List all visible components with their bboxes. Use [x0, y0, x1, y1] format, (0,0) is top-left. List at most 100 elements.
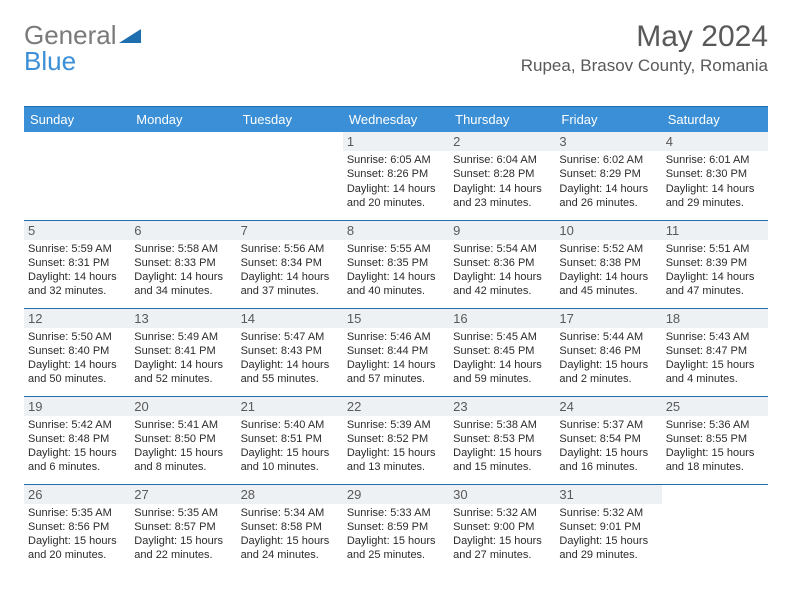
calendar-day-cell: 30 Sunrise: 5:32 AMSunset: 9:00 PMDayligh…	[449, 484, 555, 572]
day-details: Sunrise: 5:55 AMSunset: 8:35 PMDaylight:…	[347, 242, 445, 299]
day-number: 10	[555, 221, 661, 240]
calendar-day-cell: 7 Sunrise: 5:56 AMSunset: 8:34 PMDaylight…	[237, 220, 343, 308]
calendar-day-cell: 22Sunrise: 5:39 AMSunset: 8:52 PMDayligh…	[343, 396, 449, 484]
calendar-week-row: 19Sunrise: 5:42 AMSunset: 8:48 PMDayligh…	[24, 396, 768, 484]
calendar-day-cell: 19Sunrise: 5:42 AMSunset: 8:48 PMDayligh…	[24, 396, 130, 484]
day-details: Sunrise: 5:36 AMSunset: 8:55 PMDaylight:…	[666, 418, 764, 475]
day-details: Sunrise: 5:46 AMSunset: 8:44 PMDaylight:…	[347, 330, 445, 387]
calendar-day-cell: 6Sunrise: 5:58 AMSunset: 8:33 PMDaylight…	[130, 220, 236, 308]
day-details: Sunrise: 5:51 AMSunset: 8:39 PMDaylight:…	[666, 242, 764, 299]
day-number: 8	[343, 221, 449, 240]
day-details: Sunrise: 5:32 AMSunset: 9:00 PMDaylight:…	[453, 506, 551, 563]
calendar-day-cell: 8 Sunrise: 5:55 AMSunset: 8:35 PMDaylight…	[343, 220, 449, 308]
day-details: Sunrise: 6:05 AMSunset: 8:26 PMDaylight:…	[347, 153, 445, 210]
day-number: 27	[130, 485, 236, 504]
location-subtitle: Rupea, Brasov County, Romania	[521, 56, 768, 76]
day-details: Sunrise: 5:42 AMSunset: 8:48 PMDaylight:…	[28, 418, 126, 475]
day-number: 7	[237, 221, 343, 240]
day-number: 31	[555, 485, 661, 504]
logo-triangle-icon	[119, 27, 141, 45]
day-details: Sunrise: 5:37 AMSunset: 8:54 PMDaylight:…	[559, 418, 657, 475]
day-number: 23	[449, 397, 555, 416]
day-number: 2	[449, 132, 555, 151]
day-number: 1	[343, 132, 449, 151]
day-number: 20	[130, 397, 236, 416]
day-number: 16	[449, 309, 555, 328]
calendar-day-cell: 13Sunrise: 5:49 AMSunset: 8:41 PMDayligh…	[130, 308, 236, 396]
calendar-week-row: 26 Sunrise: 5:35 AMSunset: 8:56 PMDayligh…	[24, 484, 768, 572]
calendar-day-cell: 2 Sunrise: 6:04 AMSunset: 8:28 PMDaylight…	[449, 132, 555, 220]
logo-text-blue: Blue	[24, 46, 76, 77]
title-block: May 2024 Rupea, Brasov County, Romania	[521, 20, 768, 76]
calendar-thead: Sunday Monday Tuesday Wednesday Thursday…	[24, 107, 768, 132]
day-number: 28	[237, 485, 343, 504]
calendar-day-cell	[24, 132, 130, 220]
day-details: Sunrise: 5:47 AMSunset: 8:43 PMDaylight:…	[241, 330, 339, 387]
calendar-day-cell	[237, 132, 343, 220]
calendar-table: Sunday Monday Tuesday Wednesday Thursday…	[24, 107, 768, 572]
calendar-day-cell: 14 Sunrise: 5:47 AMSunset: 8:43 PMDayligh…	[237, 308, 343, 396]
calendar-week-row: 12Sunrise: 5:50 AMSunset: 8:40 PMDayligh…	[24, 308, 768, 396]
calendar-day-cell: 21 Sunrise: 5:40 AMSunset: 8:51 PMDayligh…	[237, 396, 343, 484]
calendar-week-row: 1 Sunrise: 6:05 AMSunset: 8:26 PMDaylight…	[24, 132, 768, 220]
day-number: 18	[662, 309, 768, 328]
calendar-day-cell: 24 Sunrise: 5:37 AMSunset: 8:54 PMDayligh…	[555, 396, 661, 484]
day-number: 4	[662, 132, 768, 151]
calendar-day-cell: 4 Sunrise: 6:01 AMSunset: 8:30 PMDaylight…	[662, 132, 768, 220]
calendar-week-row: 5Sunrise: 5:59 AMSunset: 8:31 PMDaylight…	[24, 220, 768, 308]
calendar-day-cell: 27Sunrise: 5:35 AMSunset: 8:57 PMDayligh…	[130, 484, 236, 572]
calendar-day-cell: 17 Sunrise: 5:44 AMSunset: 8:46 PMDayligh…	[555, 308, 661, 396]
calendar-day-cell: 26 Sunrise: 5:35 AMSunset: 8:56 PMDayligh…	[24, 484, 130, 572]
header: General May 2024 Rupea, Brasov County, R…	[24, 20, 768, 76]
day-details: Sunrise: 5:33 AMSunset: 8:59 PMDaylight:…	[347, 506, 445, 563]
day-header: Sunday	[24, 107, 130, 132]
day-details: Sunrise: 5:54 AMSunset: 8:36 PMDaylight:…	[453, 242, 551, 299]
calendar-day-cell: 1 Sunrise: 6:05 AMSunset: 8:26 PMDaylight…	[343, 132, 449, 220]
calendar-tbody: 1 Sunrise: 6:05 AMSunset: 8:26 PMDaylight…	[24, 132, 768, 572]
calendar-day-cell: 9Sunrise: 5:54 AMSunset: 8:36 PMDaylight…	[449, 220, 555, 308]
day-details: Sunrise: 5:35 AMSunset: 8:56 PMDaylight:…	[28, 506, 126, 563]
day-details: Sunrise: 5:44 AMSunset: 8:46 PMDaylight:…	[559, 330, 657, 387]
day-number: 3	[555, 132, 661, 151]
day-details: Sunrise: 5:56 AMSunset: 8:34 PMDaylight:…	[241, 242, 339, 299]
day-number: 17	[555, 309, 661, 328]
day-header: Friday	[555, 107, 661, 132]
day-number: 11	[662, 221, 768, 240]
calendar-day-cell: 15Sunrise: 5:46 AMSunset: 8:44 PMDayligh…	[343, 308, 449, 396]
day-details: Sunrise: 5:52 AMSunset: 8:38 PMDaylight:…	[559, 242, 657, 299]
calendar-day-cell: 11 Sunrise: 5:51 AMSunset: 8:39 PMDayligh…	[662, 220, 768, 308]
calendar-day-cell: 28 Sunrise: 5:34 AMSunset: 8:58 PMDayligh…	[237, 484, 343, 572]
day-details: Sunrise: 5:43 AMSunset: 8:47 PMDaylight:…	[666, 330, 764, 387]
day-details: Sunrise: 6:02 AMSunset: 8:29 PMDaylight:…	[559, 153, 657, 210]
day-number: 26	[24, 485, 130, 504]
day-number: 25	[662, 397, 768, 416]
day-details: Sunrise: 5:45 AMSunset: 8:45 PMDaylight:…	[453, 330, 551, 387]
day-number: 12	[24, 309, 130, 328]
day-details: Sunrise: 5:40 AMSunset: 8:51 PMDaylight:…	[241, 418, 339, 475]
day-details: Sunrise: 5:34 AMSunset: 8:58 PMDaylight:…	[241, 506, 339, 563]
day-number: 30	[449, 485, 555, 504]
day-details: Sunrise: 5:41 AMSunset: 8:50 PMDaylight:…	[134, 418, 232, 475]
calendar-day-cell: 12Sunrise: 5:50 AMSunset: 8:40 PMDayligh…	[24, 308, 130, 396]
day-details: Sunrise: 6:01 AMSunset: 8:30 PMDaylight:…	[666, 153, 764, 210]
day-details: Sunrise: 6:04 AMSunset: 8:28 PMDaylight:…	[453, 153, 551, 210]
calendar-page: General May 2024 Rupea, Brasov County, R…	[0, 0, 792, 612]
month-title: May 2024	[521, 20, 768, 54]
day-header: Wednesday	[343, 107, 449, 132]
calendar-day-cell	[662, 484, 768, 572]
day-number: 6	[130, 221, 236, 240]
day-number: 29	[343, 485, 449, 504]
day-details: Sunrise: 5:38 AMSunset: 8:53 PMDaylight:…	[453, 418, 551, 475]
day-number: 14	[237, 309, 343, 328]
day-header: Thursday	[449, 107, 555, 132]
calendar-day-cell: 5Sunrise: 5:59 AMSunset: 8:31 PMDaylight…	[24, 220, 130, 308]
day-number: 5	[24, 221, 130, 240]
day-number: 24	[555, 397, 661, 416]
calendar-day-cell: 31Sunrise: 5:32 AMSunset: 9:01 PMDayligh…	[555, 484, 661, 572]
calendar-day-cell: 3 Sunrise: 6:02 AMSunset: 8:29 PMDaylight…	[555, 132, 661, 220]
day-details: Sunrise: 5:49 AMSunset: 8:41 PMDaylight:…	[134, 330, 232, 387]
day-number: 22	[343, 397, 449, 416]
calendar-day-cell: 16 Sunrise: 5:45 AMSunset: 8:45 PMDayligh…	[449, 308, 555, 396]
calendar-day-cell: 10 Sunrise: 5:52 AMSunset: 8:38 PMDayligh…	[555, 220, 661, 308]
day-number: 21	[237, 397, 343, 416]
